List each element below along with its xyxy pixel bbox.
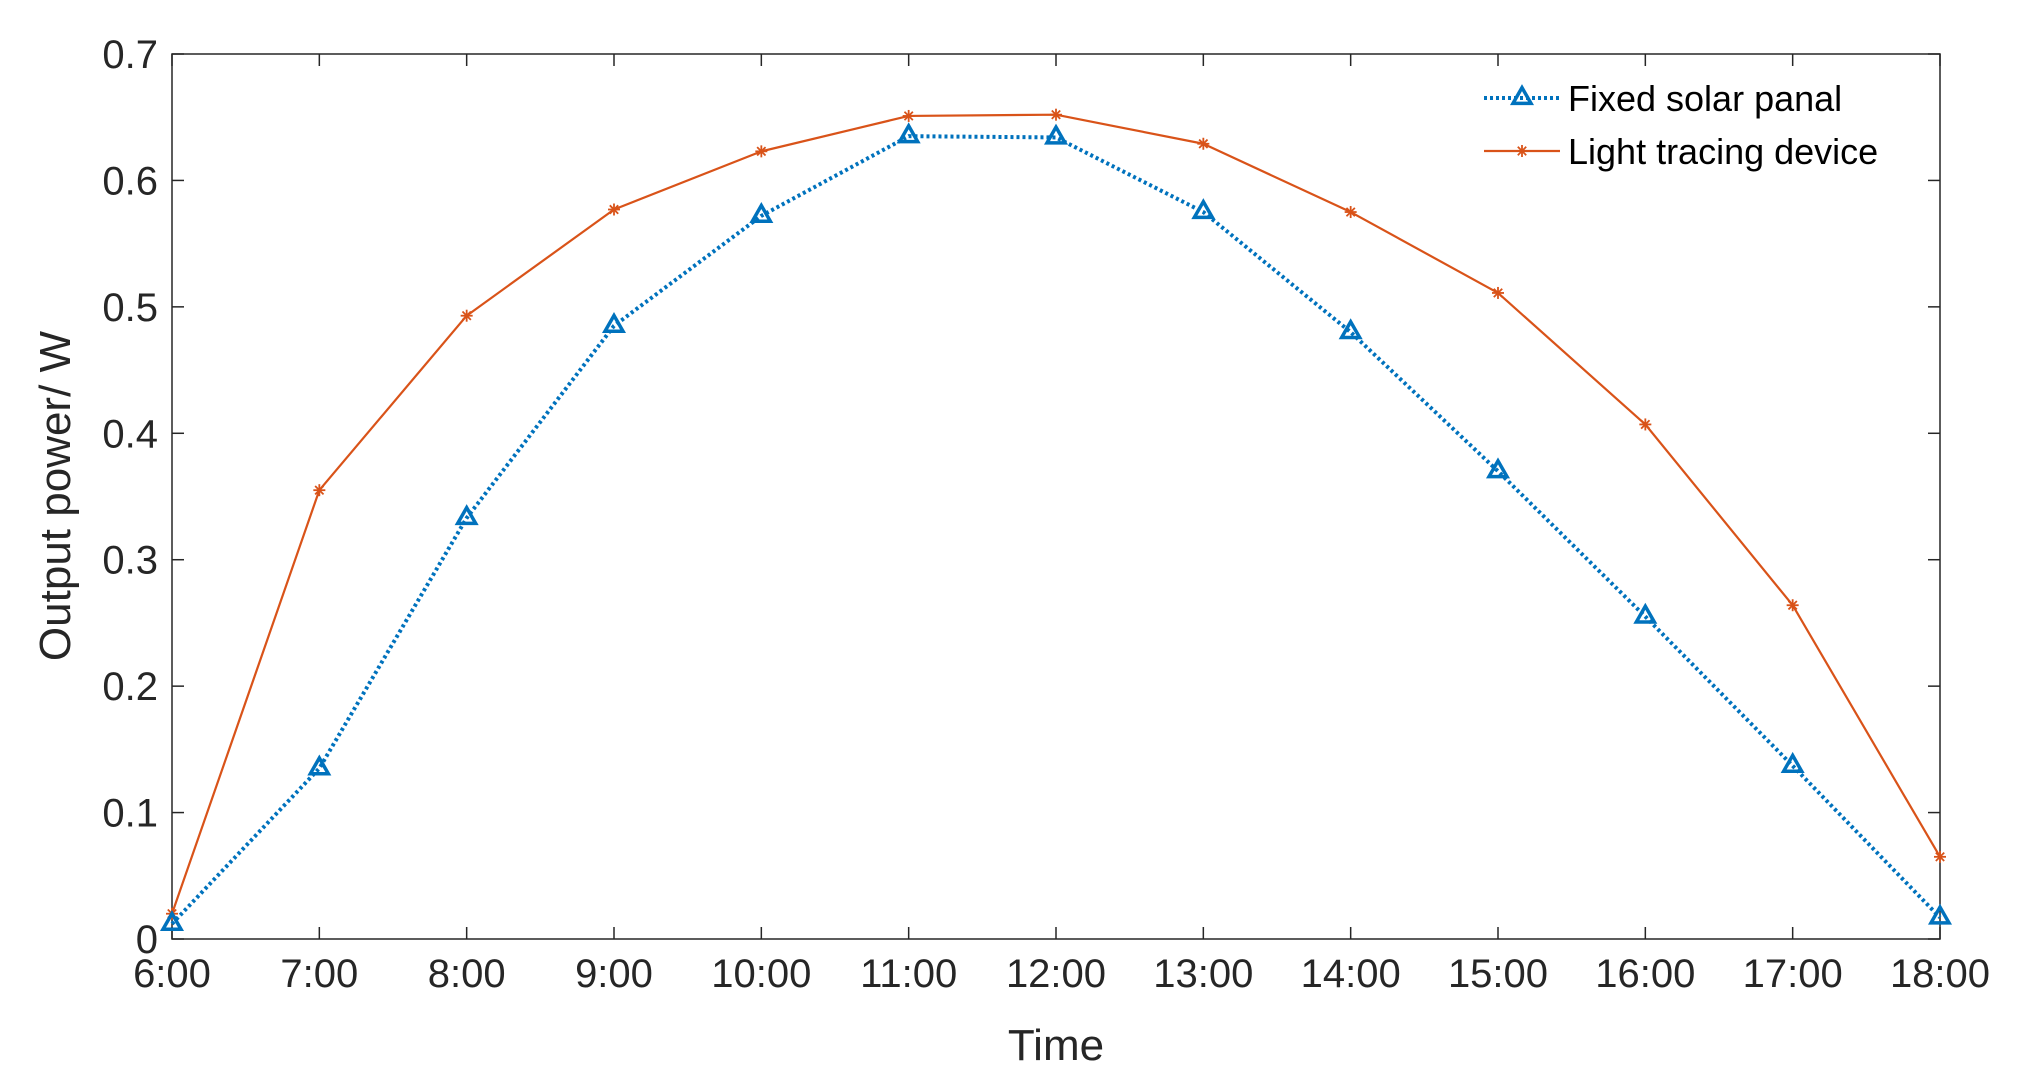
data-point <box>460 309 473 322</box>
data-point <box>1050 108 1062 121</box>
series-line <box>170 134 1942 926</box>
data-point <box>1492 286 1504 299</box>
data-point <box>755 145 768 158</box>
y-tick-label: 0.5 <box>102 286 158 330</box>
legend-entry-fixed-solar-panal: Fixed solar panal <box>1484 78 1842 119</box>
x-tick-label: 8:00 <box>428 952 506 996</box>
y-axis-label: Output power/ W <box>31 330 80 661</box>
data-point <box>601 311 627 333</box>
data-point <box>608 203 620 216</box>
legend: Fixed solar panal Light tracing device <box>1472 72 1922 180</box>
data-point <box>1633 602 1658 624</box>
data-point <box>1639 418 1652 431</box>
y-axis-ticks: 0 0.1 0.2 0.3 0.4 0.5 0.6 0.7 <box>102 33 1940 962</box>
legend-marker-tracing <box>1516 145 1528 157</box>
data-point <box>896 122 921 144</box>
data-point <box>749 201 774 223</box>
data-point <box>902 109 915 122</box>
x-tick-label: 10:00 <box>711 952 811 996</box>
x-tick-label: 14:00 <box>1301 952 1401 996</box>
data-point <box>1344 206 1357 219</box>
data-point <box>1191 198 1216 220</box>
data-point <box>454 504 479 526</box>
x-tick-label: 12:00 <box>1006 952 1106 996</box>
legend-marker-fixed <box>1509 84 1535 106</box>
data-point <box>159 909 185 931</box>
legend-label-fixed: Fixed solar panal <box>1568 78 1842 119</box>
data-point <box>307 754 332 776</box>
legend-marker-glyph <box>1509 84 1535 106</box>
plot-area <box>171 53 1941 940</box>
x-tick-label: 13:00 <box>1153 952 1253 996</box>
data-point <box>1043 123 1069 145</box>
legend-label-tracing: Light tracing device <box>1568 131 1878 172</box>
data-point <box>1338 318 1363 340</box>
data-point <box>1780 751 1805 773</box>
x-tick-label: 11:00 <box>860 952 957 996</box>
x-tick-label: 17:00 <box>1743 952 1843 996</box>
x-tick-label: 15:00 <box>1448 952 1548 996</box>
y-tick-label: 0.3 <box>102 539 158 583</box>
data-point <box>1934 850 1946 863</box>
series-layer <box>159 108 1953 931</box>
x-tick-label: 7:00 <box>280 952 358 996</box>
data-point <box>1485 457 1511 479</box>
x-axis-ticks: 6:00 7:00 8:00 9:00 10:00 11:00 12:00 13:00 14:0… <box>133 54 1990 996</box>
x-tick-label: 9:00 <box>575 952 653 996</box>
x-tick-label: 18:00 <box>1890 952 1990 996</box>
data-point <box>1786 599 1799 612</box>
y-tick-label: 0.2 <box>102 665 158 709</box>
x-tick-label: 16:00 <box>1595 952 1695 996</box>
y-tick-label: 0.7 <box>102 33 158 77</box>
data-point <box>1197 137 1210 150</box>
data-point <box>1927 903 1953 925</box>
legend-marker-glyph <box>1516 145 1528 157</box>
x-axis-label: Time <box>1008 1021 1104 1070</box>
legend-box <box>1472 72 1922 180</box>
y-tick-label: 0.6 <box>102 159 158 203</box>
y-tick-label: 0.4 <box>102 412 158 456</box>
x-tick-label: 6:00 <box>133 952 211 996</box>
data-point <box>313 484 326 497</box>
y-tick-label: 0 <box>136 918 158 962</box>
y-tick-label: 0.1 <box>102 792 158 836</box>
series-fixed-solar-panal <box>159 122 1953 931</box>
series-light-tracing-device <box>166 108 1946 920</box>
legend-entry-light-tracing-device: Light tracing device <box>1484 131 1878 172</box>
